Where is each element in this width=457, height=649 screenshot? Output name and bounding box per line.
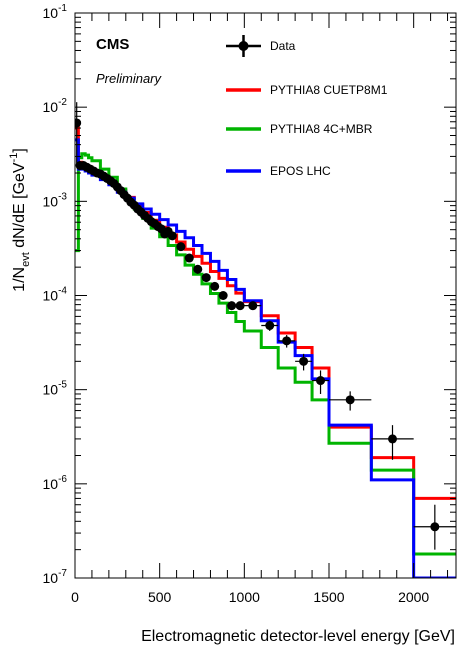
y-tick-label-exponent: -3 [58, 191, 67, 202]
data-point-marker [316, 376, 326, 386]
data-point-marker [235, 301, 245, 311]
data-point [176, 242, 186, 252]
y-tick-label-base: 10 [43, 382, 59, 398]
data-point-marker [193, 264, 203, 274]
data-point-marker [388, 434, 397, 444]
ticks-layer [74, 12, 456, 579]
data-point-marker [201, 273, 211, 283]
data-point-marker [75, 118, 82, 128]
data-point [210, 281, 220, 291]
y-tick-label: 10-3 [43, 191, 68, 209]
data-point [261, 320, 279, 331]
legend-entry: Data [226, 35, 296, 57]
data-point [312, 370, 329, 394]
experiment-label: CMS [96, 36, 129, 53]
y-tick-label-base: 10 [43, 5, 59, 21]
y-axis-title-superscript: -1 [8, 153, 20, 163]
y-tick-label-base: 10 [43, 193, 59, 209]
data-point-marker [184, 253, 194, 263]
y-tick-label-exponent: -7 [58, 568, 67, 579]
y-axis-title-end: ] [11, 148, 28, 152]
y-axis-title-subscript: evt [20, 252, 32, 267]
tick-labels-layer: 10-710-610-510-410-310-210-10 500 1000 1500… [43, 3, 430, 605]
legend-label: EPOS LHC [270, 164, 331, 178]
y-tick-label-exponent: -6 [58, 474, 67, 485]
plot-area [75, 102, 456, 578]
y-axis-title-main: 1/N [11, 267, 28, 292]
data-point-marker [176, 242, 186, 252]
y-tick-label: 10-5 [43, 380, 68, 398]
series-line-pythia8-4c-mbr [75, 152, 456, 556]
data-point-marker [430, 522, 440, 532]
y-tick-label-exponent: -4 [58, 286, 67, 297]
data-point-marker [167, 231, 177, 241]
data-point-marker [345, 395, 355, 405]
data-point-marker [210, 281, 220, 291]
x-axis-title: Electromagnetic detector-level energy [G… [141, 628, 455, 645]
data-point [167, 231, 177, 241]
y-tick-label: 10-7 [43, 568, 68, 586]
legend-entry: PYTHIA8 CUETP8M1 [226, 83, 388, 97]
y-tick-label-base: 10 [43, 476, 59, 492]
data-point [227, 301, 237, 311]
y-tick-label-base: 10 [43, 99, 59, 115]
legend-swatch-marker [238, 41, 249, 51]
data-point [244, 301, 262, 311]
data-points-layer [75, 102, 456, 550]
x-tick-label: 500 [148, 589, 172, 605]
y-tick-label: 10-6 [43, 474, 68, 492]
status-label: Preliminary [96, 71, 163, 86]
y-tick-label-base: 10 [43, 288, 59, 304]
x-tick-label: 1500 [313, 589, 344, 605]
data-point-marker [248, 301, 258, 311]
data-point [235, 301, 245, 311]
data-point [329, 391, 372, 411]
y-tick-label-base: 10 [43, 570, 59, 586]
legend-label: Data [270, 39, 296, 53]
data-point [371, 425, 414, 460]
data-point [413, 504, 456, 550]
data-point [278, 335, 296, 348]
y-tick-label-exponent: -2 [58, 97, 67, 108]
y-tick-label-exponent: -5 [58, 380, 67, 391]
y-axis-title: 1/Nevt dN/dE [GeV-1] [8, 148, 32, 292]
data-point-marker [218, 291, 228, 300]
data-point-marker [299, 356, 309, 366]
data-point-marker [265, 321, 275, 331]
legend: Data PYTHIA8 CUETP8M1 PYTHIA8 4C+MBR EPOS L… [226, 35, 388, 178]
data-point [201, 273, 211, 283]
y-tick-label: 10-2 [43, 97, 68, 115]
legend-entry: PYTHIA8 4C+MBR [226, 122, 373, 136]
data-point [184, 253, 194, 263]
data-point-marker [282, 336, 292, 346]
y-axis-title-mid: dN/dE [GeV [11, 162, 28, 252]
data-point [218, 291, 228, 300]
y-tick-label-exponent: -1 [58, 3, 67, 14]
y-tick-label: 10-1 [43, 3, 68, 21]
legend-label: PYTHIA8 4C+MBR [270, 122, 373, 136]
data-point-marker [227, 301, 237, 311]
data-point [193, 264, 203, 274]
x-tick-label: 1000 [229, 589, 260, 605]
x-tick-label: 2000 [398, 589, 429, 605]
legend-label: PYTHIA8 CUETP8M1 [270, 83, 388, 97]
x-tick-label: 0 [71, 589, 79, 605]
legend-entry: EPOS LHC [226, 164, 331, 178]
data-point [295, 353, 313, 371]
y-tick-label: 10-4 [43, 286, 68, 304]
